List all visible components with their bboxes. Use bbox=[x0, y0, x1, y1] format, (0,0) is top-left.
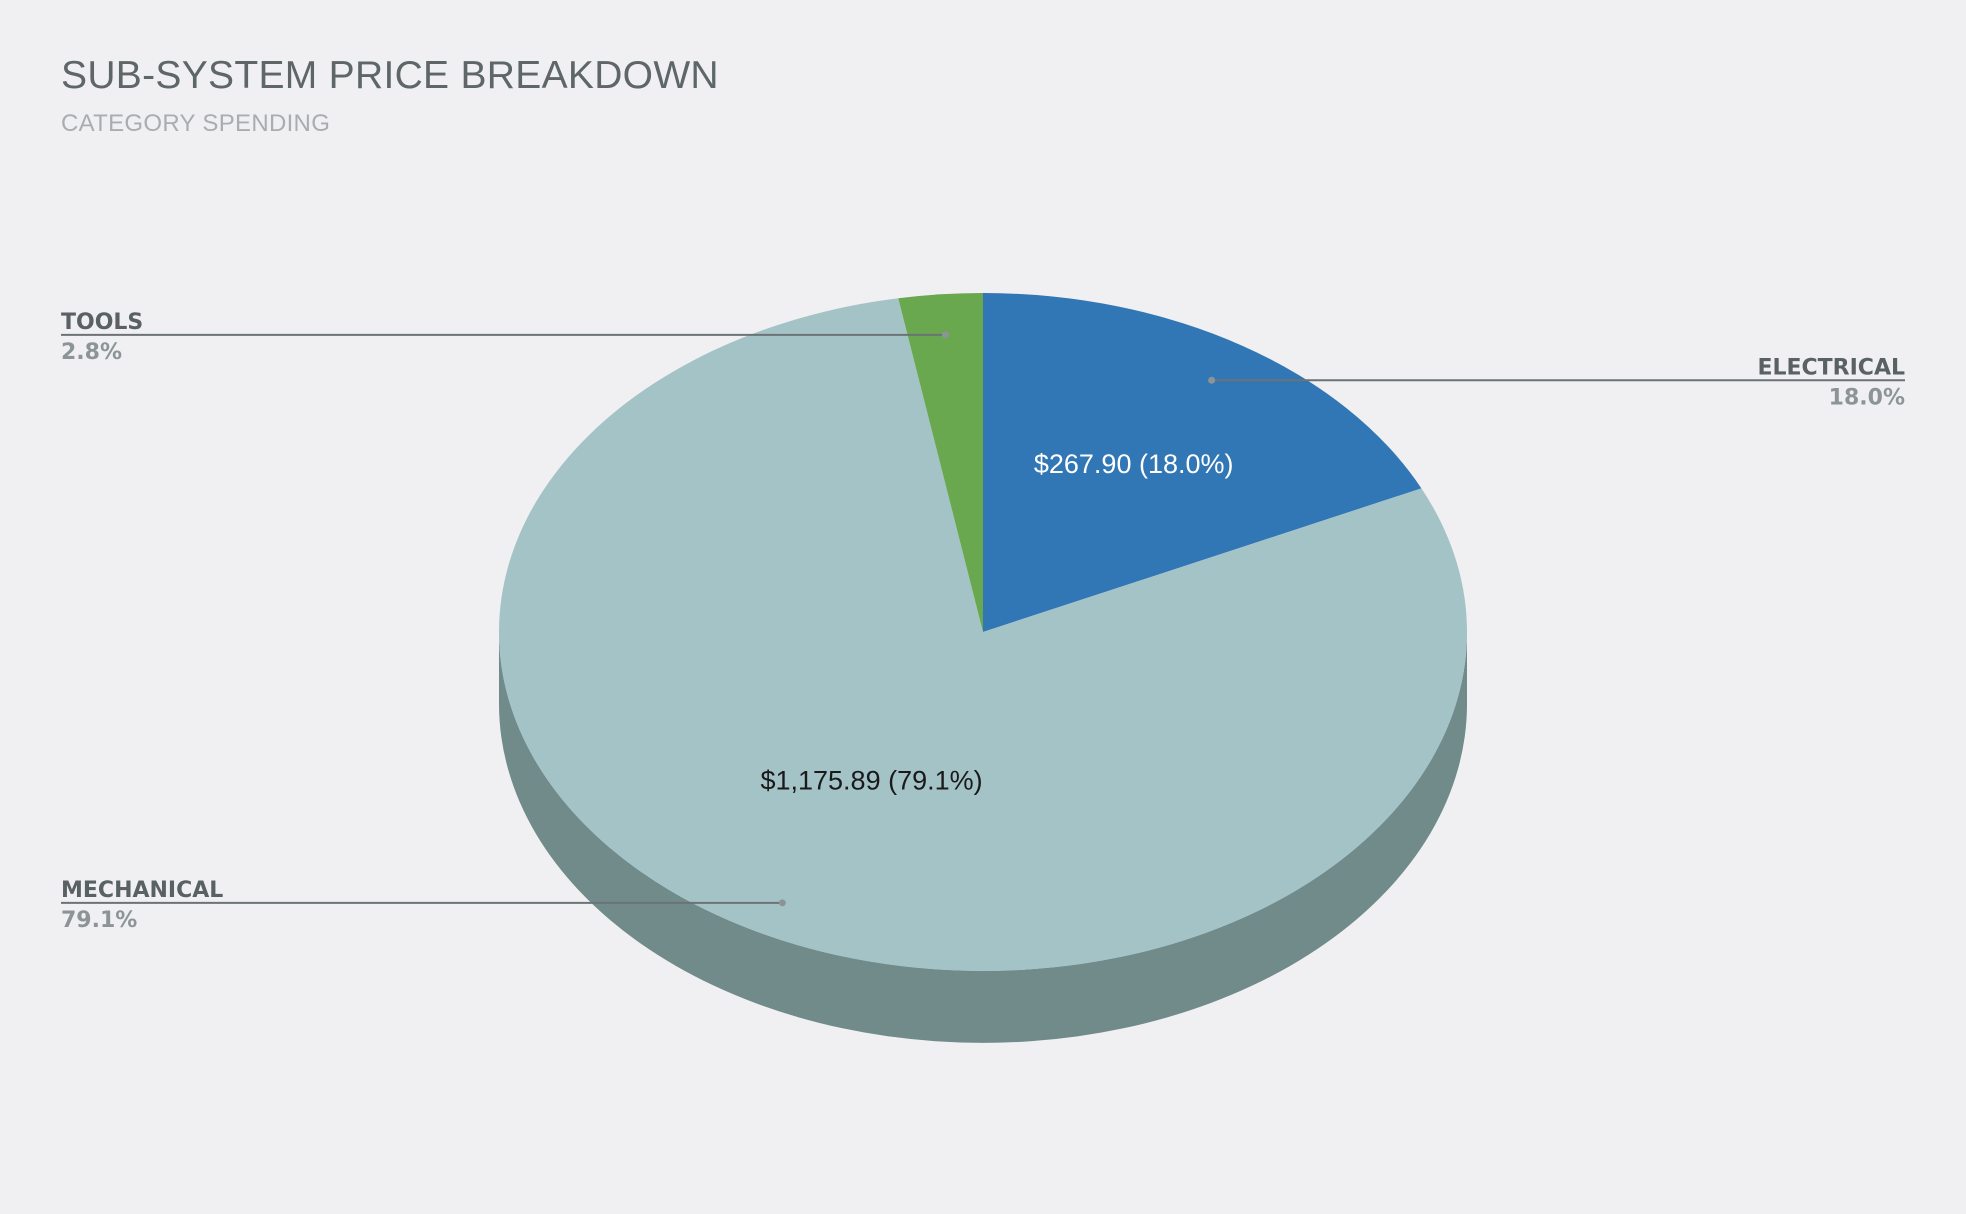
callout-dot bbox=[778, 899, 786, 907]
pie-slice-mechanical bbox=[498, 298, 1467, 971]
callouts: ELECTRICAL 18.0% MECHANICAL 79.1% TOOLS 2.8% bbox=[61, 310, 1905, 933]
pie-slice-tools bbox=[898, 293, 983, 632]
callout-percent: 79.1% bbox=[61, 908, 137, 933]
slice-value-labels: $267.90 (18.0%) $1,175.89 (79.1%) bbox=[760, 449, 1233, 795]
callout-dot bbox=[1208, 376, 1216, 384]
pie-slice-electrical bbox=[983, 293, 1422, 632]
callout-name: MECHANICAL bbox=[61, 878, 223, 903]
slice-value-label-mechanical: $1,175.89 (79.1%) bbox=[760, 766, 982, 796]
slice-value-label-electrical: $267.90 (18.0%) bbox=[1034, 449, 1234, 479]
callout-mechanical: MECHANICAL 79.1% bbox=[61, 878, 786, 933]
callout-percent: 18.0% bbox=[1829, 385, 1905, 410]
callout-name: TOOLS bbox=[61, 310, 143, 335]
callout-name: ELECTRICAL bbox=[1757, 355, 1905, 380]
chart-subtitle: CATEGORY SPENDING bbox=[61, 110, 331, 137]
chart-header: SUB-SYSTEM PRICE BREAKDOWN CATEGORY SPEN… bbox=[61, 54, 719, 138]
chart-title: SUB-SYSTEM PRICE BREAKDOWN bbox=[61, 54, 719, 97]
callout-tools: TOOLS 2.8% bbox=[61, 310, 950, 365]
callout-dot bbox=[942, 331, 950, 339]
callout-electrical: ELECTRICAL 18.0% bbox=[1208, 355, 1905, 410]
pie-side-mechanical bbox=[499, 632, 1467, 1043]
pie-side-walls bbox=[499, 632, 1467, 1043]
pie-slices bbox=[498, 293, 1467, 971]
callout-percent: 2.8% bbox=[61, 340, 122, 365]
